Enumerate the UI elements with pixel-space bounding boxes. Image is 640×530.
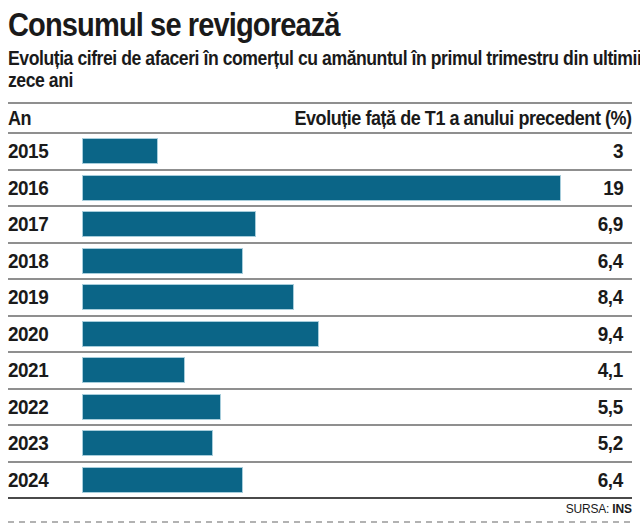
value-label: 3 bbox=[613, 139, 632, 163]
source-row: SURSA: INS bbox=[8, 499, 632, 518]
table-row: 2020 9,4 bbox=[8, 317, 632, 354]
chart-subtitle-line2: zece ani bbox=[8, 69, 557, 91]
table-row: 2022 5,5 bbox=[8, 390, 632, 427]
source-label: SURSA: bbox=[566, 501, 609, 516]
value-label: 9,4 bbox=[598, 322, 632, 346]
value-bar bbox=[82, 211, 256, 237]
year-label: 2016 bbox=[8, 176, 75, 200]
value-bar bbox=[82, 321, 319, 347]
value-label: 4,1 bbox=[598, 358, 632, 382]
year-label: 2017 bbox=[8, 212, 75, 236]
year-label: 2022 bbox=[8, 395, 75, 419]
value-bar bbox=[82, 357, 185, 383]
table-row: 2015 3 bbox=[8, 134, 632, 171]
chart-subtitle-line1: Evoluția cifrei de afaceri în comerțul c… bbox=[8, 47, 557, 69]
chart-subtitle: Evoluția cifrei de afaceri în comerțul c… bbox=[8, 47, 557, 91]
year-label: 2015 bbox=[8, 139, 75, 163]
bar-track bbox=[82, 211, 594, 237]
value-label: 6,4 bbox=[598, 249, 632, 273]
bottom-dashed-divider bbox=[8, 521, 632, 523]
table-row: 2023 5,2 bbox=[8, 426, 632, 463]
source-text: SURSA: INS bbox=[566, 501, 632, 516]
value-label: 5,2 bbox=[598, 431, 632, 455]
table-header-row: An Evoluție față de T1 a anului preceden… bbox=[8, 102, 632, 134]
value-label: 6,9 bbox=[598, 212, 632, 236]
bar-track bbox=[82, 357, 594, 383]
value-bar bbox=[82, 284, 294, 310]
value-label: 19 bbox=[603, 176, 632, 200]
value-label: 5,5 bbox=[598, 395, 632, 419]
table-row: 2018 6,4 bbox=[8, 244, 632, 281]
table-row: 2024 6,4 bbox=[8, 463, 632, 500]
value-bar bbox=[82, 175, 561, 201]
bar-track bbox=[82, 284, 594, 310]
bar-track bbox=[82, 248, 594, 274]
bar-track bbox=[82, 394, 594, 420]
value-label: 6,4 bbox=[598, 468, 632, 492]
year-label: 2021 bbox=[8, 358, 75, 382]
year-label: 2018 bbox=[8, 249, 75, 273]
bar-track bbox=[82, 467, 594, 493]
column-header-value: Evoluție față de T1 a anului precedent (… bbox=[295, 107, 632, 130]
table-row: 2017 6,9 bbox=[8, 207, 632, 244]
year-label: 2023 bbox=[8, 431, 75, 455]
table-row: 2019 8,4 bbox=[8, 280, 632, 317]
bar-track bbox=[82, 175, 600, 201]
column-header-year: An bbox=[8, 107, 31, 130]
year-label: 2019 bbox=[8, 285, 75, 309]
value-bar bbox=[82, 248, 243, 274]
table-row: 2021 4,1 bbox=[8, 353, 632, 390]
bar-chart-table: An Evoluție față de T1 a anului preceden… bbox=[8, 102, 632, 499]
source-value: INS bbox=[613, 501, 632, 516]
bar-track bbox=[82, 321, 594, 347]
rows: 2015 3 2016 19 2017 6,9 2018 6,4 2019 8,… bbox=[8, 134, 632, 499]
table-row: 2016 19 bbox=[8, 171, 632, 208]
value-bar bbox=[82, 394, 221, 420]
value-bar bbox=[82, 467, 243, 493]
value-label: 8,4 bbox=[598, 285, 632, 309]
bar-track bbox=[82, 430, 594, 456]
value-bar bbox=[82, 138, 158, 164]
chart-title: Consumul se revigorează bbox=[8, 7, 557, 42]
year-label: 2024 bbox=[8, 468, 75, 492]
bar-track bbox=[82, 138, 611, 164]
year-label: 2020 bbox=[8, 322, 75, 346]
infographic: Consumul se revigorează Evoluția cifrei … bbox=[0, 7, 640, 530]
value-bar bbox=[82, 430, 213, 456]
